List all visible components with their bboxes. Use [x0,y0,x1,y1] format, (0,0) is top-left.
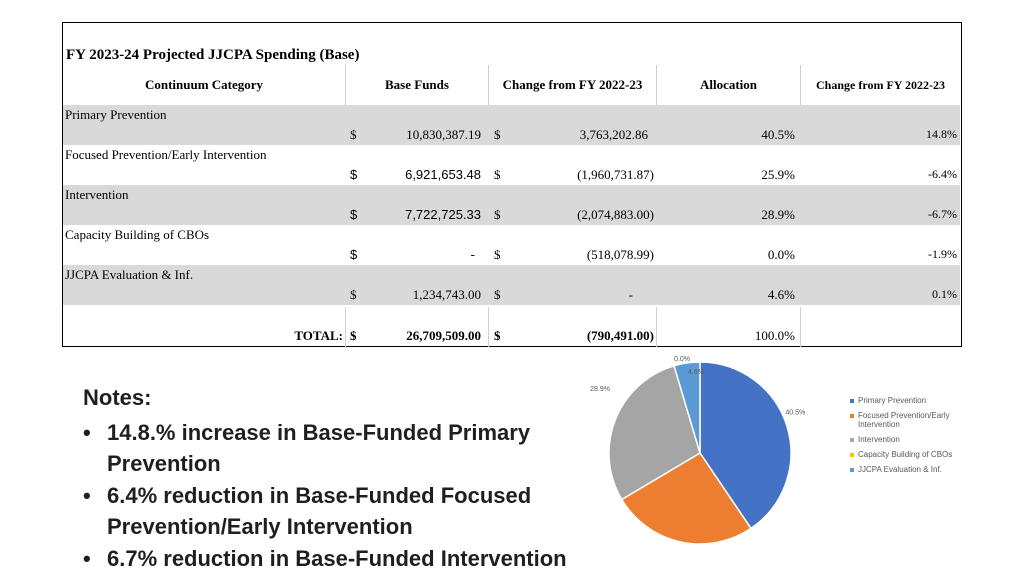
bullet-icon: • [83,483,91,508]
divider [345,307,346,347]
legend-label: Primary Prevention [858,396,927,405]
change-value: 3,763,202.86 [579,127,648,142]
pie-slice [699,361,792,530]
change-value: (1,960,731.87) [577,167,654,182]
note-text: 6.4% reduction in Base-Funded Focused Pr… [107,483,532,539]
row-category: Primary Prevention [65,107,167,122]
currency-symbol: $ [494,127,501,142]
allocation-value: 28.9% [761,207,795,222]
allocation-value: 25.9% [761,167,795,182]
allocation-pie-chart: 40.5%25.9%28.9%0.0%4.6% [590,356,805,545]
legend-swatch [850,438,854,442]
currency-symbol: $ [350,247,358,262]
change-value: - [628,287,633,302]
currency-symbol: $ [350,328,357,343]
note-item: • 6.7% reduction in Base-Funded Interven… [83,543,587,574]
notes-section: Notes: • 14.8.% increase in Base-Funded … [83,385,587,575]
base-funds-value: 10,830,387.19 [406,127,481,142]
bullet-icon: • [83,420,91,445]
legend-label: Capacity Building of CBOs [858,450,953,459]
base-funds-value: 6,921,653.48 [405,167,481,182]
row-category: Focused Prevention/Early Intervention [65,147,267,162]
legend-label: Intervention [858,435,900,444]
table-row: Focused Prevention/Early Intervention $ … [63,145,960,185]
pie-slice [608,364,701,501]
total-allocation: 100.0% [754,328,795,343]
percent-change-value: 14.8% [926,127,957,141]
total-row: TOTAL: $ 26,709,509.00 $ (790,491.00) 10… [63,305,960,345]
legend-item: Intervention [850,435,970,444]
allocation-value: 40.5% [761,127,795,142]
legend-swatch [850,414,854,418]
currency-symbol: $ [350,127,357,142]
row-category: Intervention [65,187,129,202]
pie-data-label: 0.0% [674,356,690,363]
table-title: FY 2023-24 Projected JJCPA Spending (Bas… [66,47,360,63]
allocation-value: 4.6% [767,287,795,302]
currency-symbol: $ [494,167,501,182]
header-change-percent: Change from FY 2022-23 [800,65,960,105]
table-row: Primary Prevention $ 10,830,387.19 $ 3,7… [63,105,960,145]
currency-symbol: $ [494,287,501,302]
base-funds-value: - [470,247,475,262]
note-item: • 14.8.% increase in Base-Funded Primary… [83,417,587,479]
legend-item: Primary Prevention [850,396,970,405]
row-category: JJCPA Evaluation & Inf. [65,267,194,282]
pie-data-label: 28.9% [590,386,610,393]
legend-item: Capacity Building of CBOs [850,450,970,459]
note-text: 14.8.% increase in Base-Funded Primary P… [107,420,531,476]
total-label: TOTAL: [294,328,343,343]
table-row: Intervention $ 7,722,725.33 $ (2,074,883… [63,185,960,225]
pie-legend: Primary Prevention Focused Prevention/Ear… [850,396,970,480]
currency-symbol: $ [350,167,358,182]
divider [656,307,657,347]
bullet-icon: • [83,546,91,571]
change-value: (518,078.99) [586,247,654,262]
legend-swatch [850,399,854,403]
base-funds-value: 7,722,725.33 [405,207,481,222]
legend-item: Focused Prevention/Early Intervention [850,411,970,429]
header-base-funds: Base Funds [345,65,488,105]
legend-item: JJCPA Evaluation & Inf. [850,465,970,474]
pie-data-label: 4.6% [688,369,704,376]
legend-label: JJCPA Evaluation & Inf. [858,465,942,474]
header-change-amount: Change from FY 2022-23 [488,65,656,105]
total-change: (790,491.00) [586,328,654,343]
percent-change-value: -6.7% [928,207,957,221]
percent-change-value: 0.1% [932,287,957,301]
currency-symbol: $ [494,247,501,262]
currency-symbol: $ [350,287,357,302]
legend-swatch [850,468,854,472]
row-category: Capacity Building of CBOs [65,227,210,242]
percent-change-value: -1.9% [928,247,957,261]
percent-change-value: -6.4% [928,167,957,181]
currency-symbol: $ [494,207,501,222]
spending-table: FY 2023-24 Projected JJCPA Spending (Bas… [62,22,962,347]
pie-data-label: 40.5% [785,409,805,416]
base-funds-value: 1,234,743.00 [412,287,481,302]
divider [488,307,489,347]
currency-symbol: $ [494,328,501,343]
notes-heading: Notes: [83,385,152,410]
change-value: (2,074,883.00) [577,207,654,222]
note-item: • 6.4% reduction in Base-Funded Focused … [83,480,587,542]
table-row: JJCPA Evaluation & Inf. $ 1,234,743.00 $… [63,265,960,305]
pie-slice [620,451,752,545]
divider [800,307,801,347]
header-allocation: Allocation [656,65,800,105]
legend-label: Focused Prevention/Early Intervention [858,411,950,429]
pie-slice [673,361,701,454]
currency-symbol: $ [350,207,358,222]
allocation-value: 0.0% [767,247,795,262]
total-base-funds: 26,709,509.00 [406,328,481,343]
note-text: 6.7% reduction in Base-Funded Interventi… [107,546,567,571]
table-row: Capacity Building of CBOs $ - $ (518,078… [63,225,960,265]
legend-swatch [850,453,854,457]
header-continuum-category: Continuum Category [144,77,264,92]
